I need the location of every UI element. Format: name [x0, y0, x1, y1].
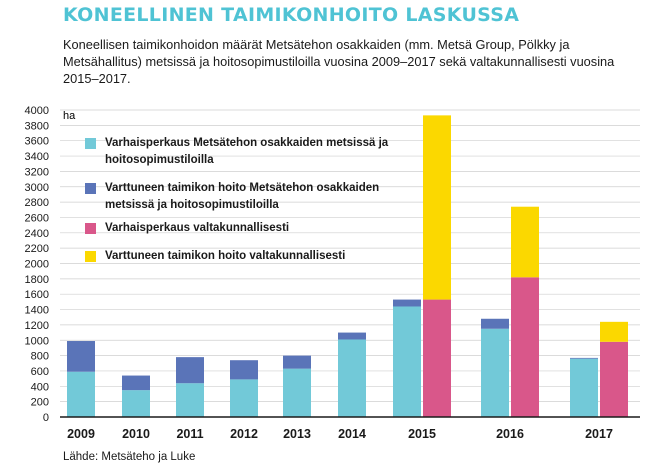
legend-item-varttuneen-metsateho: Varttuneen taimikon hoito Metsätehon osa…	[85, 180, 395, 214]
bar-varhaisperkaus-valtakunnallinen	[600, 341, 628, 417]
bar-varhaisperkaus-metsateho	[230, 379, 258, 417]
bar-varttuneen-metsateho	[122, 375, 150, 391]
unit-label: ha	[63, 110, 76, 122]
bar-varttuneen-metsateho	[393, 299, 421, 307]
y-tick-label: 3200	[25, 166, 49, 178]
source-note: Lähde: Metsäteho ja Luke	[63, 451, 196, 463]
legend-swatch	[85, 251, 96, 262]
legend-swatch	[85, 138, 96, 149]
y-tick-label: 800	[31, 351, 49, 363]
bar-varhaisperkaus-metsateho	[176, 383, 204, 417]
bar-varhaisperkaus-metsateho	[122, 390, 150, 417]
y-tick-label: 3600	[25, 136, 49, 148]
legend-label: Varhaisperkaus valtakunnallisesti	[105, 222, 290, 234]
legend-label: Varttuneen taimikon hoito valtakunnallis…	[105, 250, 346, 262]
y-tick-label: 2400	[25, 228, 49, 240]
y-tick-label: 2600	[25, 212, 49, 224]
bar-varhaisperkaus-valtakunnallinen	[423, 299, 451, 417]
bar-varhaisperkaus-metsateho	[481, 328, 509, 417]
x-tick-label: 2014	[338, 427, 366, 441]
bar-varhaisperkaus-metsateho	[393, 306, 421, 417]
y-tick-label: 1200	[25, 320, 49, 332]
bar-varttuneen-metsateho	[283, 355, 311, 369]
y-tick-label: 400	[31, 381, 49, 393]
y-tick-label: 1600	[25, 289, 49, 301]
chart-title: KONEELLINEN TAIMIKONHOITO LASKUSSA	[63, 4, 520, 26]
x-tick-label: 2009	[67, 427, 95, 441]
x-tick-label: 2013	[283, 427, 311, 441]
y-tick-label: 2800	[25, 197, 49, 209]
y-tick-label: 4000	[25, 105, 49, 117]
y-tick-label: 1400	[25, 305, 49, 317]
legend-item-varhaisperkaus-valtakunnallinen: Varhaisperkaus valtakunnallisesti	[85, 220, 289, 237]
x-tick-label: 2015	[408, 427, 436, 441]
legend-swatch	[85, 223, 96, 234]
y-tick-label: 600	[31, 366, 49, 378]
bar-varttuneen-metsateho	[67, 341, 95, 372]
bar-varttuneen-valtakunnallinen	[511, 206, 539, 278]
bar-varhaisperkaus-metsateho	[338, 339, 366, 417]
bar-varttuneen-metsateho	[230, 360, 258, 380]
legend-label: Varhaisperkaus Metsätehon osakkaiden met…	[105, 137, 389, 166]
x-tick-label: 2017	[585, 427, 613, 441]
bar-varttuneen-metsateho	[481, 318, 509, 329]
bar-varttuneen-valtakunnallinen	[423, 115, 451, 300]
y-tick-label: 3000	[25, 182, 49, 194]
y-tick-label: 200	[31, 397, 49, 409]
y-tick-label: 1800	[25, 274, 49, 286]
bar-varhaisperkaus-metsateho	[67, 371, 95, 417]
legend-label: Varttuneen taimikon hoito Metsätehon osa…	[105, 182, 380, 211]
legend-swatch	[85, 183, 96, 194]
bar-varttuneen-metsateho	[570, 357, 598, 359]
x-tick-label: 2012	[230, 427, 258, 441]
bar-varhaisperkaus-metsateho	[283, 368, 311, 417]
bar-varttuneen-metsateho	[176, 357, 204, 384]
x-tick-label: 2010	[122, 427, 150, 441]
y-tick-label: 3800	[25, 120, 49, 132]
y-tick-label: 1000	[25, 335, 49, 347]
bar-varhaisperkaus-valtakunnallinen	[511, 277, 539, 417]
bar-varhaisperkaus-metsateho	[570, 358, 598, 417]
chart-subtitle: Koneellisen taimikonhoidon määrät Metsät…	[63, 37, 615, 86]
y-tick-label: 3400	[25, 151, 49, 163]
legend-item-varttuneen-valtakunnallinen: Varttuneen taimikon hoito valtakunnallis…	[85, 248, 345, 265]
x-tick-label: 2011	[176, 427, 203, 441]
x-tick-label: 2016	[496, 427, 524, 441]
y-axis-tick-labels: 0 200 400 600 800 1000 1200 1400 1600 1800 2000 220…	[25, 105, 49, 424]
y-tick-label: 0	[43, 412, 49, 424]
y-tick-label: 2200	[25, 243, 49, 255]
y-tick-label: 2000	[25, 259, 49, 271]
bar-varttuneen-valtakunnallinen	[600, 321, 628, 342]
x-axis-tick-labels: 2009 2010 2011 2012 2013 2014 2015 2016 2017	[67, 427, 613, 441]
legend-item-varhaisperkaus-metsateho: Varhaisperkaus Metsätehon osakkaiden met…	[85, 135, 395, 169]
bars	[67, 115, 628, 417]
bar-varttuneen-metsateho	[338, 332, 366, 340]
